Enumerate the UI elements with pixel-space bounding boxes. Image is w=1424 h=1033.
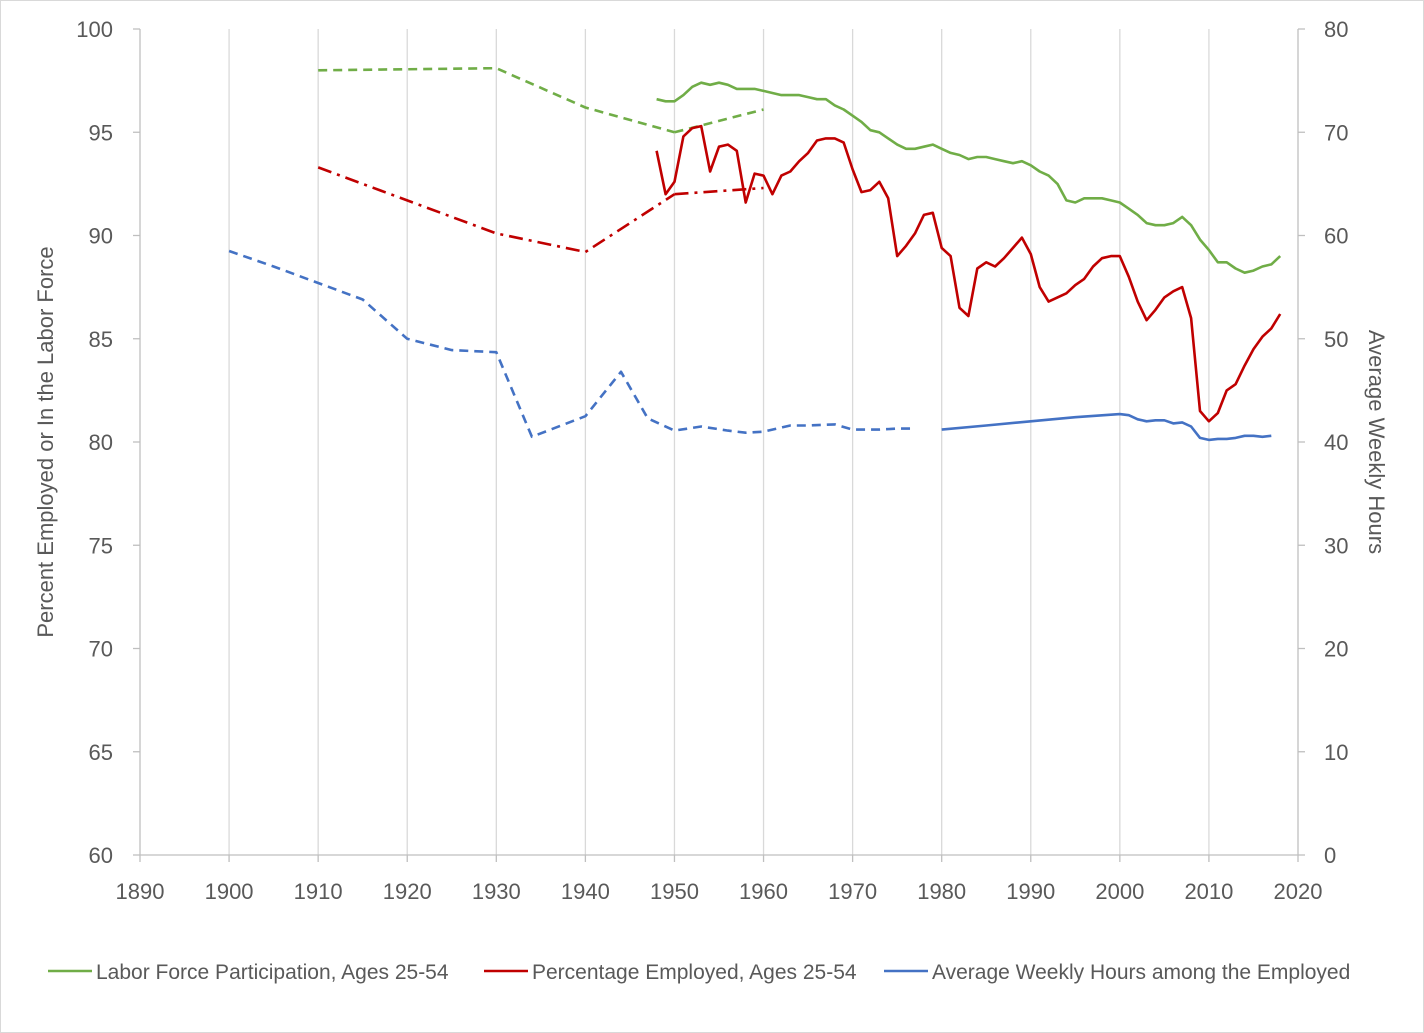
- x-tick-label: 1960: [739, 879, 788, 904]
- y2-tick-label: 40: [1324, 430, 1348, 455]
- x-tick-label: 1930: [472, 879, 521, 904]
- series-line-6: [228, 249, 915, 439]
- x-tick-label: 1940: [561, 879, 610, 904]
- x-tick-label: 1900: [205, 879, 254, 904]
- y2-tick-label: 60: [1324, 224, 1348, 249]
- y-tick-label: 85: [89, 327, 113, 352]
- y-tick-label: 70: [89, 637, 113, 662]
- legend-label-1: Percentage Employed, Ages 25-54: [532, 961, 857, 984]
- legend-label-2: Average Weekly Hours among the Employed: [932, 961, 1350, 984]
- series-line-0: [318, 66, 675, 134]
- series-line-1: [674, 108, 764, 134]
- series-line-5: [655, 124, 1282, 423]
- x-tick-label: 1920: [383, 879, 432, 904]
- y2-tick-label: 80: [1324, 17, 1348, 42]
- axes: [133, 28, 1305, 862]
- y-tick-label: 65: [89, 740, 113, 765]
- x-tick-label: 2010: [1184, 879, 1233, 904]
- x-tick-label: 1970: [828, 879, 877, 904]
- y2-axis-title: Average Weekly Hours: [1364, 330, 1389, 554]
- y2-tick-label: 70: [1324, 120, 1348, 145]
- y2-tick-label: 30: [1324, 533, 1348, 558]
- x-tick-label: 1950: [650, 879, 699, 904]
- series-line-3: [317, 166, 676, 254]
- series-line-7: [941, 412, 1272, 442]
- y-tick-label: 90: [89, 224, 113, 249]
- x-tick-label: 2000: [1095, 879, 1144, 904]
- x-tick-label: 1980: [917, 879, 966, 904]
- legend: Labor Force Participation, Ages 25-54 Per…: [48, 961, 1350, 984]
- x-tick-label: 2020: [1274, 879, 1323, 904]
- legend-label-0: Labor Force Participation, Ages 25-54: [96, 961, 449, 984]
- y2-tick-label: 50: [1324, 327, 1348, 352]
- y-tick-label: 80: [89, 430, 113, 455]
- x-tick-label: 1890: [116, 879, 165, 904]
- tick-labels: 1890 1900 1910 1920 1930 1940 1950 1960 1970 1980…: [76, 17, 1348, 904]
- y2-tick-label: 0: [1324, 843, 1336, 868]
- y2-tick-label: 20: [1324, 637, 1348, 662]
- y-tick-label: 60: [89, 843, 113, 868]
- series-lines: [228, 66, 1282, 442]
- y-tick-label: 100: [76, 17, 113, 42]
- y2-tick-label: 10: [1324, 740, 1348, 765]
- x-tick-label: 1910: [294, 879, 343, 904]
- x-tick-label: 1990: [1006, 879, 1055, 904]
- y-tick-label: 75: [89, 533, 113, 558]
- y-tick-label: 95: [89, 120, 113, 145]
- y-axis-title: Percent Employed or In the Labor Force: [33, 246, 58, 637]
- series-line-2: [656, 81, 1282, 275]
